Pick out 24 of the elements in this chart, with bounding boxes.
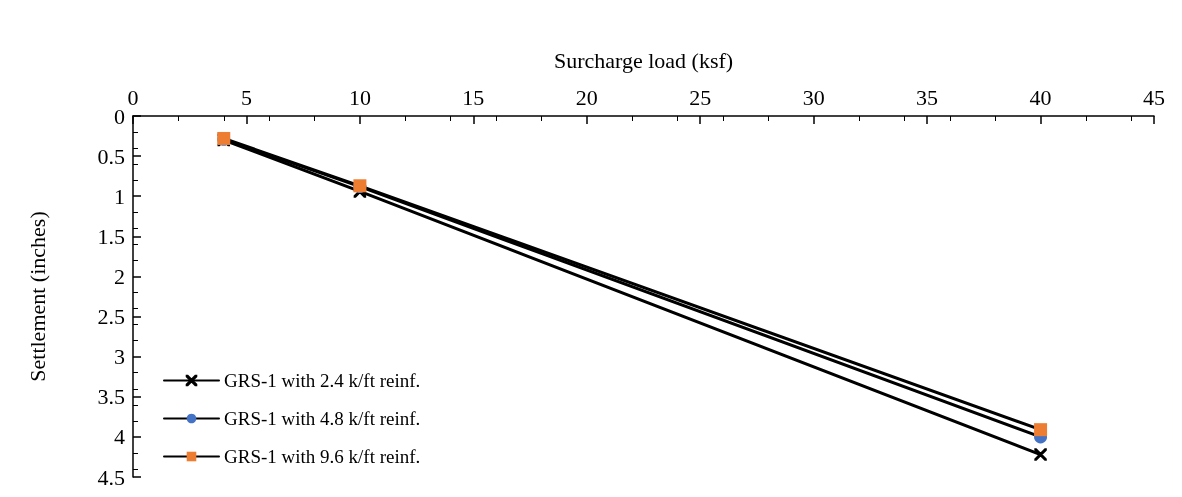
y-tick-label: 4.5: [97, 464, 125, 490]
y-tick-label: 1.5: [97, 223, 125, 249]
x-tick-label: 15: [462, 84, 485, 110]
y-axis-title: Settlement (inches): [24, 211, 50, 382]
x-tick-label: 45: [1143, 84, 1165, 110]
y-tick-label: 1: [114, 183, 125, 209]
x-axis-title: Surcharge load (ksf): [553, 47, 734, 73]
legend-label: GRS-1 with 4.8 k/ft reinf.: [224, 408, 421, 429]
x-tick-label: 40: [1029, 84, 1052, 110]
y-tick-label: 3.5: [97, 384, 125, 410]
x-tick-label: 35: [916, 84, 939, 110]
x-tick-label: 10: [348, 84, 371, 110]
y-tick-label: 4: [114, 424, 125, 450]
y-tick-label: 2: [114, 263, 125, 289]
legend-label: GRS-1 with 9.6 k/ft reinf.: [224, 446, 421, 467]
x-tick-label: 20: [575, 84, 598, 110]
x-tick-label: 5: [240, 84, 252, 110]
x-tick-label: 25: [689, 84, 712, 110]
y-tick-label: 2.5: [97, 304, 125, 330]
y-tick-label: 3: [114, 344, 125, 370]
x-tick-label: 30: [802, 84, 825, 110]
legend-label: GRS-1 with 2.4 k/ft reinf.: [224, 370, 421, 391]
y-tick-label: 0: [114, 103, 125, 129]
y-tick-label: 0.5: [97, 143, 125, 169]
